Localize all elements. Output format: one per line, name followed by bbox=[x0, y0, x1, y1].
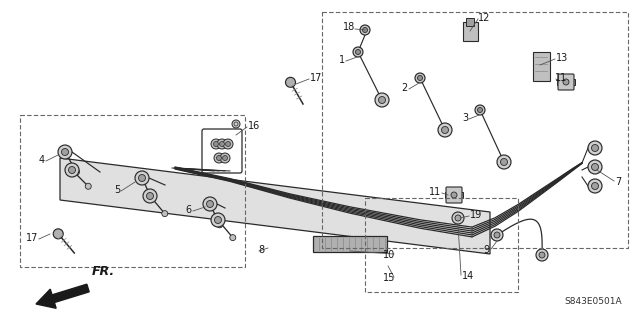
Circle shape bbox=[497, 155, 511, 169]
Text: S843E0501A: S843E0501A bbox=[564, 297, 622, 306]
Circle shape bbox=[135, 171, 149, 185]
Text: 2: 2 bbox=[402, 83, 408, 93]
Circle shape bbox=[223, 155, 227, 160]
Circle shape bbox=[563, 79, 569, 85]
Circle shape bbox=[378, 97, 385, 103]
Circle shape bbox=[475, 105, 485, 115]
Text: 17: 17 bbox=[310, 73, 323, 83]
FancyArrow shape bbox=[36, 284, 89, 308]
Circle shape bbox=[452, 212, 464, 224]
Text: 11: 11 bbox=[429, 187, 441, 197]
Circle shape bbox=[58, 145, 72, 159]
Text: 6: 6 bbox=[186, 205, 192, 215]
FancyBboxPatch shape bbox=[466, 18, 474, 26]
Circle shape bbox=[225, 142, 230, 146]
Circle shape bbox=[536, 249, 548, 261]
FancyBboxPatch shape bbox=[463, 21, 477, 41]
Circle shape bbox=[148, 196, 155, 202]
Circle shape bbox=[53, 229, 63, 239]
Circle shape bbox=[207, 201, 214, 207]
Circle shape bbox=[285, 77, 296, 87]
Circle shape bbox=[214, 153, 224, 163]
Text: 15: 15 bbox=[383, 273, 395, 283]
Circle shape bbox=[362, 27, 367, 33]
Circle shape bbox=[162, 211, 168, 217]
Circle shape bbox=[438, 123, 452, 137]
Text: FR.: FR. bbox=[92, 265, 115, 278]
Text: 18: 18 bbox=[343, 22, 355, 32]
Text: 3: 3 bbox=[462, 113, 468, 123]
FancyBboxPatch shape bbox=[313, 236, 387, 252]
Text: 14: 14 bbox=[462, 271, 474, 281]
Circle shape bbox=[85, 183, 92, 189]
Circle shape bbox=[232, 120, 240, 128]
Text: 16: 16 bbox=[248, 121, 260, 131]
Circle shape bbox=[68, 167, 76, 174]
Circle shape bbox=[360, 25, 370, 35]
Circle shape bbox=[415, 73, 425, 83]
Circle shape bbox=[353, 47, 363, 57]
Circle shape bbox=[211, 139, 221, 149]
Text: 19: 19 bbox=[470, 210, 483, 220]
Circle shape bbox=[211, 213, 225, 227]
Circle shape bbox=[588, 179, 602, 193]
Circle shape bbox=[417, 76, 422, 80]
Circle shape bbox=[451, 192, 457, 198]
Text: 13: 13 bbox=[556, 53, 568, 63]
Circle shape bbox=[591, 164, 598, 170]
FancyBboxPatch shape bbox=[572, 79, 575, 85]
FancyBboxPatch shape bbox=[446, 187, 462, 203]
Circle shape bbox=[217, 139, 227, 149]
Circle shape bbox=[455, 215, 461, 221]
Circle shape bbox=[65, 163, 79, 177]
Circle shape bbox=[591, 182, 598, 189]
Circle shape bbox=[220, 153, 230, 163]
Circle shape bbox=[442, 127, 449, 133]
Circle shape bbox=[203, 197, 217, 211]
Circle shape bbox=[230, 234, 236, 241]
Circle shape bbox=[214, 142, 218, 146]
Circle shape bbox=[147, 192, 154, 199]
Circle shape bbox=[491, 229, 503, 241]
FancyBboxPatch shape bbox=[558, 74, 574, 90]
Circle shape bbox=[223, 139, 233, 149]
Text: 11: 11 bbox=[555, 73, 567, 83]
Circle shape bbox=[355, 49, 360, 55]
Circle shape bbox=[494, 232, 500, 238]
Circle shape bbox=[74, 169, 79, 175]
Polygon shape bbox=[60, 158, 490, 254]
Circle shape bbox=[375, 93, 389, 107]
Circle shape bbox=[539, 252, 545, 258]
Text: 17: 17 bbox=[26, 233, 38, 243]
FancyBboxPatch shape bbox=[557, 79, 561, 85]
Text: 12: 12 bbox=[478, 13, 490, 23]
Text: 1: 1 bbox=[339, 55, 345, 65]
Circle shape bbox=[477, 108, 483, 113]
Text: 10: 10 bbox=[383, 250, 395, 260]
Text: 5: 5 bbox=[114, 185, 120, 195]
Circle shape bbox=[500, 159, 508, 166]
Circle shape bbox=[138, 174, 145, 182]
Text: 9: 9 bbox=[484, 245, 490, 255]
Circle shape bbox=[216, 155, 221, 160]
Text: 8: 8 bbox=[258, 245, 264, 255]
Circle shape bbox=[588, 141, 602, 155]
Text: 4: 4 bbox=[39, 155, 45, 165]
Circle shape bbox=[220, 142, 225, 146]
Circle shape bbox=[591, 145, 598, 152]
Circle shape bbox=[143, 189, 157, 203]
FancyBboxPatch shape bbox=[460, 192, 463, 198]
Circle shape bbox=[217, 222, 223, 228]
Circle shape bbox=[61, 149, 68, 155]
FancyBboxPatch shape bbox=[445, 192, 449, 198]
Text: 7: 7 bbox=[615, 177, 621, 187]
FancyBboxPatch shape bbox=[532, 51, 550, 80]
Circle shape bbox=[588, 160, 602, 174]
Circle shape bbox=[214, 217, 221, 224]
